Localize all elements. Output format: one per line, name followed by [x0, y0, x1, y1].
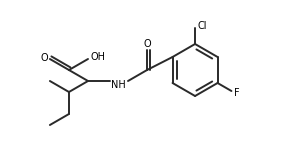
- Text: NH: NH: [111, 80, 125, 90]
- Text: Cl: Cl: [197, 21, 207, 31]
- Text: O: O: [143, 39, 151, 49]
- Text: OH: OH: [90, 52, 106, 62]
- Text: O: O: [40, 53, 48, 63]
- Text: F: F: [234, 88, 239, 98]
